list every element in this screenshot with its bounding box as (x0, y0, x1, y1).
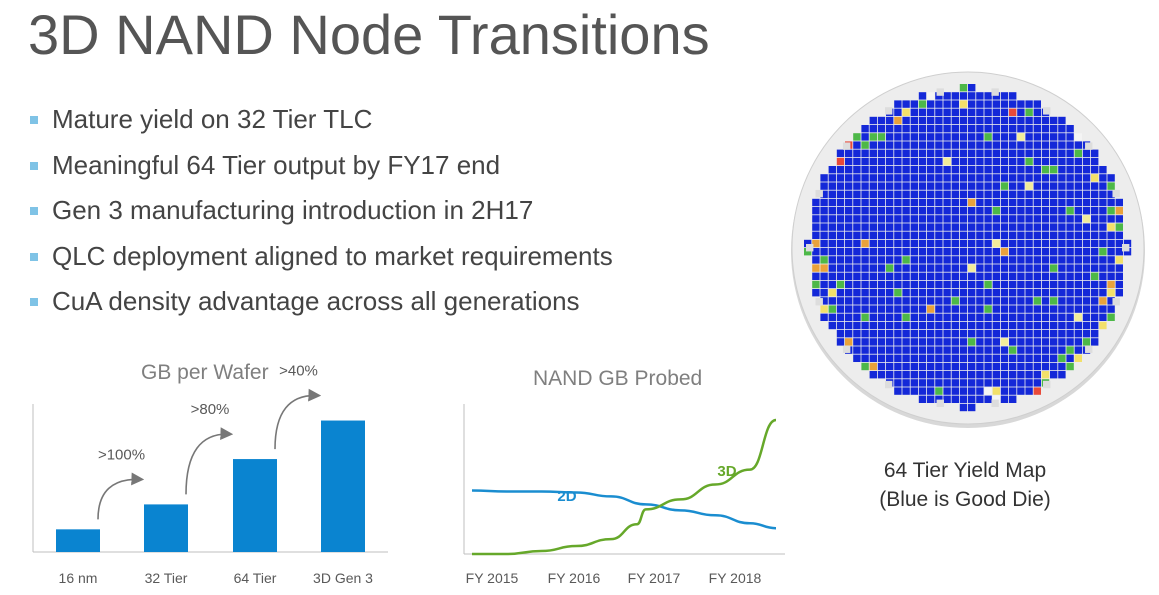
bar-3 (321, 420, 365, 552)
bullet-item: Mature yield on 32 Tier TLC (30, 104, 613, 150)
x-tick-label: FY 2015 (466, 570, 519, 586)
bar-category-label: 64 Tier (234, 570, 277, 586)
wafer-caption-line-2: (Blue is Good Die) (879, 488, 1051, 511)
bullet-text: Mature yield on 32 Tier TLC (52, 104, 373, 134)
bullet-text: Meaningful 64 Tier output by FY17 end (52, 149, 501, 180)
bullet-text: Gen 3 manufacturing introduction in 2H17 (52, 195, 534, 225)
series-line-3D (472, 418, 777, 556)
series-label-3d: 3D (717, 463, 736, 480)
bullet-item: CuA density advantage across all generat… (30, 286, 613, 332)
slide-title: 3D NAND Node Transitions (28, 3, 710, 66)
growth-arrow (274, 388, 322, 450)
series-label-2d: 2D (557, 488, 576, 505)
bullet-list: Mature yield on 32 Tier TLC Meaningful 6… (30, 104, 613, 332)
growth-annotation: >40% (279, 363, 318, 380)
growth-arrow (97, 472, 145, 520)
bullet-marker (30, 252, 38, 261)
bullet-marker (30, 161, 38, 170)
bar-2 (233, 459, 277, 552)
growth-annotation: >100% (98, 446, 145, 463)
bar-1 (144, 504, 188, 552)
bullet-item: Meaningful 64 Tier output by FY17 end (30, 150, 613, 196)
bar-chart: 16 nm 32 Tier 64 Tier 3D Gen 3 >100% >80% >40% (32, 363, 388, 586)
bullet-marker (30, 298, 38, 306)
line-chart: 2D 3D FY 2015 FY 2016 FY 2017 FY 2018 (463, 404, 785, 586)
x-tick-label: FY 2018 (709, 570, 762, 586)
growth-arrow (185, 427, 234, 495)
x-tick-label: FY 2017 (628, 570, 681, 586)
bullet-text: QLC deployment aligned to market require… (52, 240, 613, 271)
bullet-item: QLC deployment aligned to market require… (30, 241, 613, 287)
bar-chart-title: GB per Wafer (141, 361, 269, 384)
x-tick-label: FY 2016 (548, 570, 601, 586)
wafer-caption: 64 Tier Yield Map (Blue is Good Die) (840, 456, 1090, 514)
bullet-text: CuA density advantage across all generat… (52, 286, 580, 316)
bar-category-label: 16 nm (59, 570, 98, 586)
wafer-caption-line-1: 64 Tier Yield Map (883, 459, 1047, 482)
bar-category-label: 32 Tier (145, 570, 188, 586)
wafer-die-grid (804, 84, 1132, 412)
bar-category-label: 3D Gen 3 (313, 570, 373, 586)
growth-annotation: >80% (191, 401, 230, 418)
bullet-marker (30, 116, 38, 124)
bullet-item: Gen 3 manufacturing introduction in 2H17 (30, 195, 613, 241)
bullet-marker (30, 207, 38, 215)
bar-0 (56, 529, 100, 552)
line-chart-title: NAND GB Probed (533, 367, 703, 390)
series-line-2D (471, 489, 777, 530)
